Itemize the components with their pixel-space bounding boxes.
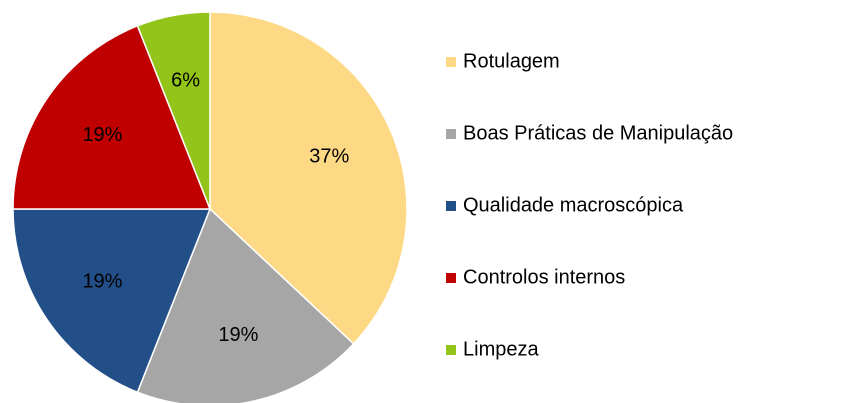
legend-swatch <box>446 201 456 211</box>
pie-slice <box>136 11 211 210</box>
legend-label: Limpeza <box>463 338 539 360</box>
data-label: 19% <box>82 270 122 292</box>
pie-slice <box>209 11 408 345</box>
legend-swatch <box>446 273 456 283</box>
data-label: 19% <box>82 124 122 146</box>
legend-label: Controlos internos <box>463 266 625 288</box>
legend-swatch <box>446 57 456 67</box>
data-label: 6% <box>171 70 200 92</box>
legend-swatch <box>446 129 456 139</box>
data-label: 37% <box>309 146 349 168</box>
legend-label: Boas Práticas de Manipulação <box>463 122 733 144</box>
legend-label: Rotulagem <box>463 50 560 72</box>
data-label: 19% <box>218 324 258 346</box>
pie-slice <box>12 208 212 394</box>
legend-label: Qualidade macroscópica <box>463 194 684 216</box>
pie-slice <box>12 24 212 210</box>
legend-swatch <box>446 345 456 355</box>
